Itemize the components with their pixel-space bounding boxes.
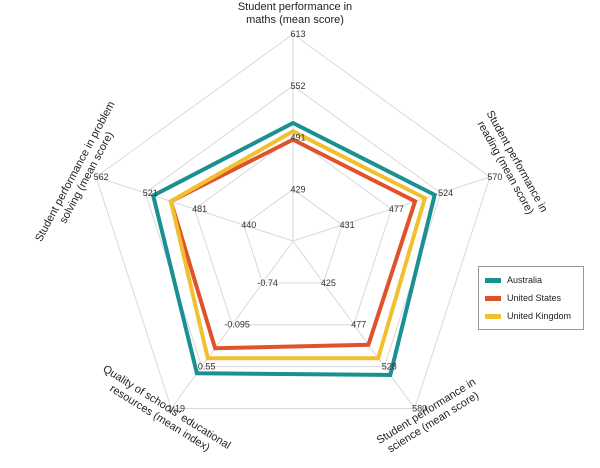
radar-series <box>150 120 438 378</box>
legend-item: Australia <box>485 271 577 289</box>
tick-label: 524 <box>438 188 453 198</box>
tick-label: 425 <box>321 278 336 288</box>
legend-swatch <box>485 313 501 319</box>
tick-label: 429 <box>290 184 305 194</box>
axis-title: Quality of schools' educationalresources… <box>94 363 233 463</box>
grid-ring-4 <box>95 33 491 409</box>
tick-label: -0.74 <box>257 278 278 288</box>
radar-ticks: 613 552 491 429 570 524 477 431 580 528 477 425 1.19… <box>94 29 503 414</box>
legend: Australia United States United Kingdom <box>478 266 584 330</box>
legend-item: United States <box>485 289 577 307</box>
grid-ring-2 <box>194 136 392 326</box>
series-line-united-kingdom <box>168 129 428 361</box>
tick-label: 491 <box>290 133 305 143</box>
axis-title: Student performance inscience (mean scor… <box>375 376 485 458</box>
tick-label: 440 <box>241 220 256 230</box>
axis-spoke <box>95 176 294 242</box>
tick-label: 552 <box>290 81 305 91</box>
axis-spoke <box>292 240 416 409</box>
tick-label: 481 <box>192 204 207 214</box>
tick-label: 580 <box>412 404 427 414</box>
axis-spoke <box>292 176 491 242</box>
grid-ring-3 <box>144 85 442 368</box>
axis-spoke <box>170 240 294 409</box>
legend-item: United Kingdom <box>485 307 577 325</box>
tick-label: 0.55 <box>198 362 216 372</box>
tick-label: 570 <box>487 172 502 182</box>
tick-label: -0.095 <box>224 320 250 330</box>
legend-swatch <box>485 295 501 301</box>
axis-title: Student performance in problemsolving (m… <box>33 99 129 249</box>
legend-swatch <box>485 277 501 283</box>
tick-label: 521 <box>143 188 158 198</box>
radar-grid <box>95 33 491 409</box>
legend-label: United States <box>507 293 562 303</box>
legend-label: United Kingdom <box>507 311 572 321</box>
legend-label: Australia <box>507 275 543 285</box>
tick-label: 1.19 <box>168 404 186 414</box>
axis-title: Student performance inreading (mean scor… <box>472 109 549 221</box>
axis-title: Student performance in maths (mean score) <box>238 1 352 26</box>
tick-label: 477 <box>389 204 404 214</box>
tick-label: 528 <box>382 362 397 372</box>
series-line-australia <box>150 120 438 378</box>
tick-label: 613 <box>290 29 305 39</box>
tick-label: 562 <box>94 172 109 182</box>
tick-label: 477 <box>351 320 366 330</box>
grid-ring-1 <box>243 188 343 284</box>
tick-label: 431 <box>340 220 355 230</box>
